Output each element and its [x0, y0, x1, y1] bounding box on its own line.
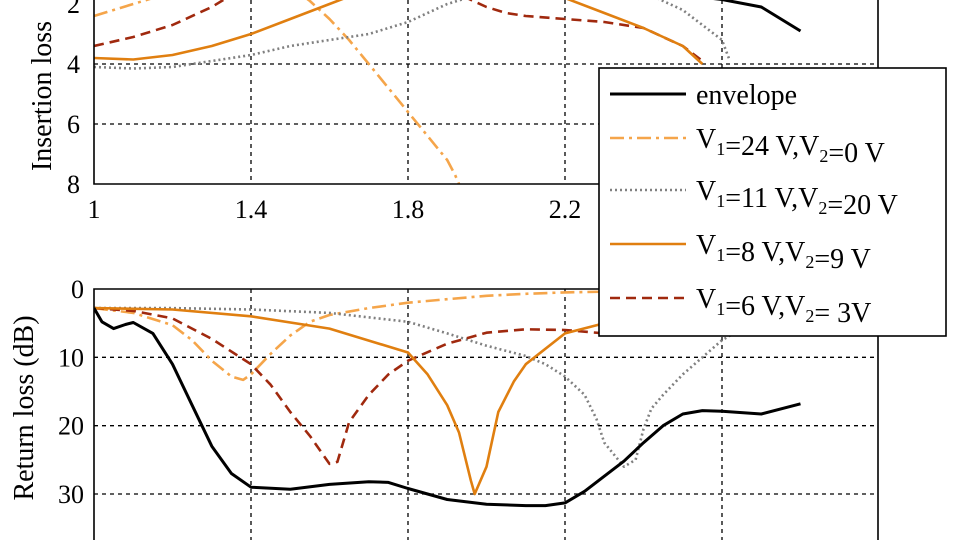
- bottom-line-s8: [94, 306, 625, 496]
- top-y-tick-label: 4: [67, 50, 80, 79]
- bottom-line-env: [94, 307, 801, 508]
- top-x-tick-labels: 1 1.4 1.8 2.2: [88, 195, 582, 224]
- top-y-axis-label: Insertion loss: [27, 21, 58, 171]
- top-line-s8: [94, 0, 704, 65]
- bottom-y-tick-labels: 0 10 20 30: [58, 275, 84, 509]
- legend-label-s24: V1=24 V,V2=0 V: [696, 124, 885, 169]
- legend-label-s6: V1=6 V,V2= 3V: [696, 284, 871, 329]
- legend-box: [598, 67, 947, 337]
- top-line-env: [713, 0, 802, 33]
- legend: envelope V1=24 V,V2=0 V V1=11 V,V2=20 V V1=…: [598, 67, 947, 337]
- legend-label-s8: V1=8 V,V2=9 V: [696, 230, 871, 275]
- top-line-s6: [94, 0, 704, 63]
- bottom-line-s6: [94, 306, 625, 466]
- top-x-tick-label: 1.4: [235, 195, 268, 224]
- top-y-tick-label: 6: [67, 110, 80, 139]
- bottom-line-s24: [94, 289, 683, 382]
- bottom-line-s11: [94, 306, 735, 468]
- top-y-tick-labels: 2 4 6 8: [67, 0, 80, 199]
- top-line-s11: [94, 0, 732, 70]
- bottom-axes-frame: [93, 288, 879, 540]
- bottom-y-tick-label: 10: [58, 343, 84, 372]
- top-y-tick-label: 8: [67, 170, 80, 199]
- bottom-y-tick-label: 0: [71, 275, 84, 304]
- top-x-tick-label: 1.8: [392, 195, 425, 224]
- top-x-tick-label: 1: [88, 195, 101, 224]
- bottom-series: [94, 289, 801, 508]
- bottom-y-axis-label: Return loss (dB): [9, 315, 40, 500]
- bottom-y-tick-label: 20: [58, 412, 84, 441]
- top-series: [94, 0, 802, 184]
- legend-items: envelope V1=24 V,V2=0 V V1=11 V,V2=20 V V1=…: [610, 80, 898, 329]
- top-line-s24: [94, 0, 461, 184]
- return-loss-plot: 0 10 20 30 Return loss (dB): [9, 275, 879, 540]
- top-y-tick-label: 2: [67, 0, 80, 19]
- bottom-y-tick-label: 30: [58, 480, 84, 509]
- legend-label-env: envelope: [696, 80, 797, 111]
- insertion-loss-plot: 2 4 6 8 1 1.4 1.8 2.2 Insertion loss: [27, 0, 879, 224]
- top-x-tick-label: 2.2: [549, 195, 582, 224]
- legend-label-s11: V1=11 V,V2=20 V: [696, 176, 898, 221]
